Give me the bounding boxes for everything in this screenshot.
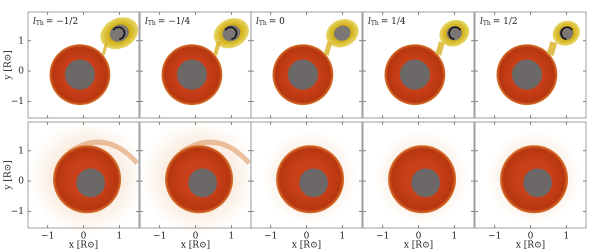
spin-arrow — [448, 26, 461, 40]
stream — [323, 41, 333, 56]
donor-core — [511, 59, 542, 90]
label-value: = 0 — [269, 17, 285, 27]
stream — [435, 41, 445, 56]
x-tick-label: 1 — [563, 232, 569, 242]
companion-core — [334, 25, 351, 41]
merged-core — [188, 168, 217, 198]
y-tick-label: 0 — [18, 67, 24, 77]
spin-arrow — [224, 26, 238, 40]
spin-arrow — [560, 26, 573, 40]
x-axis-label: x [R⊙] — [516, 241, 545, 251]
donor-core — [64, 59, 95, 90]
y-axis-label: y [R⊙] — [4, 50, 14, 80]
x-tick-label: −1 — [153, 232, 166, 242]
donor-core — [176, 59, 207, 90]
x-tick-label: 1 — [339, 232, 345, 242]
x-tick-label: 1 — [228, 232, 234, 242]
panel: lTh = −1/2 — [27, 11, 140, 119]
panel-label: lTh = 1/4 — [368, 17, 406, 27]
label-symbol: l — [368, 17, 371, 27]
panel — [139, 120, 257, 235]
label-value: = 1/4 — [381, 17, 406, 27]
x-tick-label: 0 — [193, 232, 199, 242]
merged-core — [299, 168, 328, 198]
stream — [213, 41, 221, 56]
x-tick-label: 0 — [81, 232, 87, 242]
label-value: = 1/2 — [493, 17, 518, 27]
x-tick-label: 1 — [451, 232, 457, 242]
spin-arrow — [112, 26, 126, 40]
y-tick-label: 1 — [18, 36, 24, 46]
label-subscript: Th — [148, 20, 156, 27]
merged-core — [523, 168, 552, 198]
y-axis-label: y [R⊙] — [4, 160, 14, 190]
x-axis-label: x [R⊙] — [69, 241, 98, 251]
label-symbol: l — [256, 17, 259, 27]
merged-core — [76, 168, 105, 198]
label-symbol: l — [33, 17, 36, 27]
x-tick-label: −1 — [376, 232, 389, 242]
y-tick-label: 1 — [18, 146, 24, 156]
label-subscript: Th — [371, 20, 379, 27]
panel: lTh = 1/4 — [362, 11, 475, 119]
label-value: = −1/4 — [158, 17, 191, 27]
label-symbol: l — [480, 17, 483, 27]
y-tick-label: 0 — [18, 177, 24, 187]
panel-label: lTh = 0 — [256, 17, 285, 27]
x-axis-label: x [R⊙] — [181, 241, 210, 251]
label-subscript: Th — [259, 20, 267, 27]
panel — [250, 121, 363, 229]
label-subscript: Th — [36, 20, 44, 27]
stream — [101, 41, 109, 56]
donor-core — [287, 59, 318, 90]
panel — [27, 120, 145, 235]
x-axis-label: x [R⊙] — [404, 241, 433, 251]
x-tick-label: −1 — [41, 232, 54, 242]
panel — [474, 121, 587, 229]
label-symbol: l — [145, 17, 148, 27]
donor-core — [399, 59, 430, 90]
y-tick-label: −1 — [11, 207, 24, 217]
panel: lTh = 1/2 — [474, 11, 587, 119]
x-tick-label: 1 — [116, 232, 122, 242]
merged-core — [411, 168, 440, 198]
y-tick-label: −1 — [11, 97, 24, 107]
panel: lTh = 0 — [250, 11, 363, 119]
x-tick-label: −1 — [264, 232, 277, 242]
x-axis-label: x [R⊙] — [292, 241, 321, 251]
x-tick-label: 0 — [416, 232, 422, 242]
panel-label: lTh = −1/4 — [145, 17, 190, 27]
panel — [362, 121, 475, 229]
panel: lTh = −1/4 — [139, 11, 252, 119]
panel-label: lTh = 1/2 — [480, 17, 518, 27]
label-subscript: Th — [483, 20, 491, 27]
stream — [546, 41, 558, 56]
panel-label: lTh = −1/2 — [33, 17, 78, 27]
x-tick-label: −1 — [488, 232, 501, 242]
label-value: = −1/2 — [46, 17, 78, 27]
x-tick-label: 0 — [304, 232, 310, 242]
x-tick-label: 0 — [528, 232, 534, 242]
